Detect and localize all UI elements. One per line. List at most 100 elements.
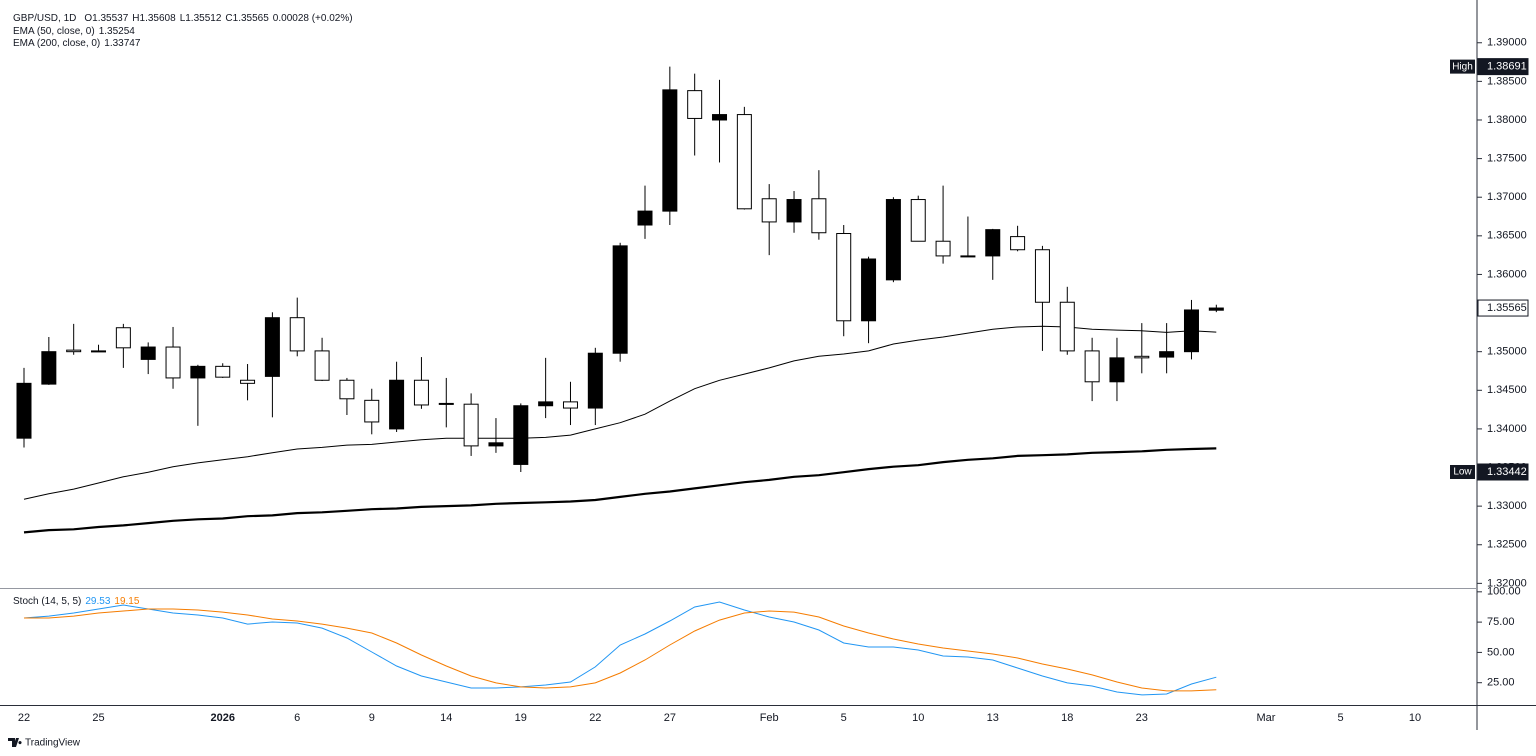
x-tick-label: 18 — [1061, 712, 1073, 724]
x-tick-label: 14 — [440, 712, 452, 724]
candle-body — [960, 255, 976, 258]
candle-body — [463, 403, 479, 447]
ohlc-value: 1.35512 — [185, 13, 222, 24]
candle-body — [836, 233, 852, 322]
candle-body — [712, 114, 728, 121]
ohlc-prefix: O — [84, 13, 92, 24]
candle-body — [1134, 355, 1150, 359]
candle-body — [240, 379, 256, 384]
marker-tag-label: High — [1452, 61, 1473, 72]
candle-body — [687, 90, 703, 119]
price-tag-label: 1.33442 — [1487, 466, 1527, 478]
x-tick-label: 10 — [912, 712, 924, 724]
x-tick-label: 6 — [294, 712, 300, 724]
ohlc-value: 1.35537 — [92, 13, 129, 24]
candle-body — [761, 198, 777, 223]
y-tick-label: 100.00 — [1487, 586, 1521, 598]
price-tag-label: 1.35565 — [1487, 302, 1527, 314]
x-tick-label: 27 — [664, 712, 676, 724]
change: 0.00028 (+0.02%) — [273, 13, 353, 24]
candle-body — [935, 240, 951, 257]
ema-legend: EMA (50, close, 0) 1.35254 — [13, 26, 135, 37]
candle-body — [91, 350, 107, 353]
candle-body — [1109, 357, 1125, 383]
x-tick-label: Feb — [760, 712, 779, 724]
x-tick-label: 22 — [18, 712, 30, 724]
y-tick-label: 25.00 — [1487, 677, 1515, 689]
candle-body — [662, 89, 678, 212]
y-tick-label: 1.34000 — [1487, 423, 1527, 435]
candle-body — [985, 229, 1001, 257]
price-tag — [1477, 299, 1529, 317]
candle-body — [165, 346, 181, 379]
candle-body — [488, 442, 504, 447]
y-tick-label: 75.00 — [1487, 616, 1515, 628]
marker-tag — [1450, 59, 1475, 74]
stoch-legend: Stoch (14, 5, 5) 29.53 19.15 — [13, 596, 140, 607]
y-tick-label: 1.35000 — [1487, 346, 1527, 358]
ohlc-value: 1.35565 — [233, 13, 270, 24]
marker-tag-label: Low — [1453, 467, 1472, 478]
y-tick-label: 1.33000 — [1487, 500, 1527, 512]
x-tick-label: 22 — [589, 712, 601, 724]
footer: TradingView — [8, 738, 81, 749]
stoch-name: Stoch (14, 5, 5) — [13, 596, 81, 607]
brand: TradingView — [25, 738, 81, 749]
marker-tag — [1450, 465, 1475, 479]
candle-body — [1159, 351, 1175, 358]
candle-body — [438, 402, 454, 405]
candle-body — [861, 258, 877, 322]
ohlc-value: 1.35608 — [140, 13, 177, 24]
candle-body — [811, 198, 827, 234]
candle-body — [413, 379, 429, 406]
y-tick-label: 1.32500 — [1487, 539, 1527, 551]
candle-body — [41, 351, 57, 385]
candle-body — [1183, 309, 1199, 353]
candle-body — [389, 379, 405, 430]
candle-body — [637, 210, 653, 226]
x-tick-label: 10 — [1409, 712, 1421, 724]
candle-body — [339, 379, 355, 400]
y-tick-label: 1.38500 — [1487, 75, 1527, 87]
candle-body — [66, 349, 82, 353]
symbol-legend: GBP/USD, 1D O1.35537 H1.35608 L1.35512 C1.35… — [13, 13, 353, 24]
y-tick-label: 1.37000 — [1487, 191, 1527, 203]
candle-body — [885, 199, 901, 281]
price-tag-label: 1.38691 — [1487, 61, 1527, 73]
candle-body — [16, 382, 32, 439]
candle-body — [612, 245, 628, 354]
y-tick-label: 1.38000 — [1487, 114, 1527, 126]
candle-body — [1010, 236, 1026, 251]
x-tick-label: 25 — [92, 712, 104, 724]
candle-body — [1059, 301, 1075, 352]
stoch-line — [23, 601, 1217, 696]
candle-body — [1084, 350, 1100, 383]
candle-body — [1034, 249, 1050, 303]
price-tag — [1477, 58, 1529, 76]
y-tick-label: 1.32000 — [1487, 577, 1527, 589]
ema-value: 1.33747 — [104, 38, 141, 49]
candle-body — [1208, 307, 1224, 311]
x-tick-label: 9 — [369, 712, 375, 724]
ema-line — [23, 447, 1217, 534]
x-tick-label: 5 — [841, 712, 847, 724]
ema-value: 1.35254 — [99, 26, 136, 37]
x-tick-label: 23 — [1136, 712, 1148, 724]
candle-body — [314, 350, 330, 381]
candle-body — [140, 346, 156, 360]
ema-name: EMA (200, close, 0) — [13, 38, 100, 49]
y-tick-label: 1.36000 — [1487, 268, 1527, 280]
candle-body — [115, 327, 131, 349]
y-tick-label: 1.37500 — [1487, 153, 1527, 165]
candle-body — [736, 114, 752, 210]
symbol: GBP/USD, 1D — [13, 13, 76, 24]
y-tick-label: 1.39000 — [1487, 37, 1527, 49]
x-tick-label: 5 — [1337, 712, 1343, 724]
stoch-k-value: 29.53 — [85, 596, 110, 607]
candle-body — [513, 405, 529, 465]
candle-body — [364, 399, 380, 423]
candle-body — [289, 317, 305, 352]
